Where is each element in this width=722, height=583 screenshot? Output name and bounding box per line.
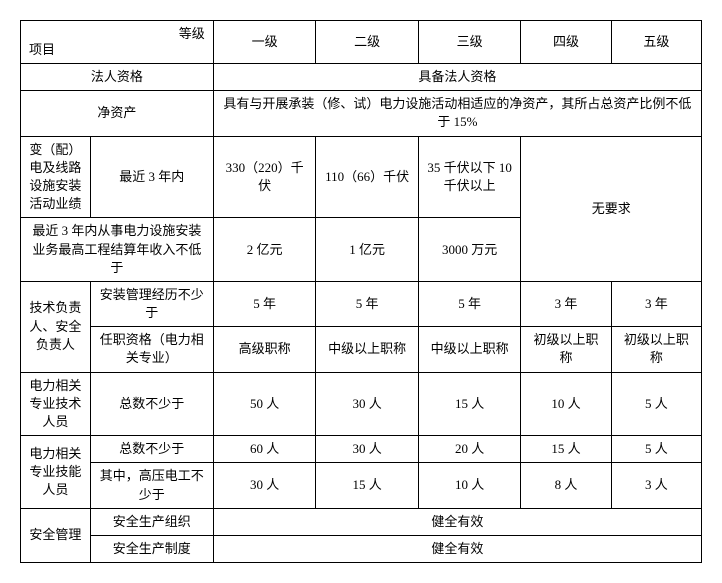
performance-sub-label: 最近 3 年内 bbox=[90, 136, 213, 218]
tech-staff-group-label: 电力相关专业技术人员 bbox=[21, 372, 91, 436]
performance-row: 变（配）电及线路设施安装活动业绩 最近 3 年内 330（220）千伏 110（… bbox=[21, 136, 702, 218]
tech-lead-exp-row: 技术负责人、安全负责人 安装管理经历不少于 5 年 5 年 5 年 3 年 3 … bbox=[21, 281, 702, 326]
tech-lead-exp-lv5: 3 年 bbox=[611, 281, 701, 326]
header-row: 等级 项目 一级 二级 三级 四级 五级 bbox=[21, 21, 702, 64]
skill-staff-hv-lv3: 10 人 bbox=[418, 463, 521, 508]
safety-org-row: 安全管理 安全生产组织 健全有效 bbox=[21, 508, 702, 535]
header-corner: 等级 项目 bbox=[21, 21, 214, 64]
net-assets-row: 净资产 具有与开展承装（修、试）电力设施活动相适应的净资产，其所占总资产比例不低… bbox=[21, 91, 702, 136]
skill-staff-total-lv4: 15 人 bbox=[521, 436, 611, 463]
net-assets-value: 具有与开展承装（修、试）电力设施活动相适应的净资产，其所占总资产比例不低于 15… bbox=[213, 91, 701, 136]
tech-lead-title-lv1: 高级职称 bbox=[213, 327, 316, 372]
header-level-4: 四级 bbox=[521, 21, 611, 64]
legal-label: 法人资格 bbox=[21, 64, 214, 91]
safety-org-label: 安全生产组织 bbox=[90, 508, 213, 535]
skill-staff-total-lv2: 30 人 bbox=[316, 436, 419, 463]
tech-lead-title-lv4: 初级以上职称 bbox=[521, 327, 611, 372]
skill-staff-hv-lv5: 3 人 bbox=[611, 463, 701, 508]
header-level-5: 五级 bbox=[611, 21, 701, 64]
performance-group-label: 变（配）电及线路设施安装活动业绩 bbox=[21, 136, 91, 218]
safety-group-label: 安全管理 bbox=[21, 508, 91, 562]
skill-staff-total-lv5: 5 人 bbox=[611, 436, 701, 463]
tech-lead-title-lv2: 中级以上职称 bbox=[316, 327, 419, 372]
header-project-label: 项目 bbox=[29, 41, 55, 59]
performance-lv1: 330（220）千伏 bbox=[213, 136, 316, 218]
tech-lead-group-label: 技术负责人、安全负责人 bbox=[21, 281, 91, 372]
net-assets-label: 净资产 bbox=[21, 91, 214, 136]
skill-staff-total-lv3: 20 人 bbox=[418, 436, 521, 463]
tech-lead-title-lv5: 初级以上职称 bbox=[611, 327, 701, 372]
legal-row: 法人资格 具备法人资格 bbox=[21, 64, 702, 91]
qualification-table: 等级 项目 一级 二级 三级 四级 五级 法人资格 具备法人资格 净资产 具有与… bbox=[20, 20, 702, 563]
skill-staff-hv-row: 其中，高压电工不少于 30 人 15 人 10 人 8 人 3 人 bbox=[21, 463, 702, 508]
revenue-lv2: 1 亿元 bbox=[316, 218, 419, 282]
tech-lead-exp-label: 安装管理经历不少于 bbox=[90, 281, 213, 326]
skill-staff-hv-label: 其中，高压电工不少于 bbox=[90, 463, 213, 508]
tech-lead-exp-lv1: 5 年 bbox=[213, 281, 316, 326]
tech-lead-title-lv3: 中级以上职称 bbox=[418, 327, 521, 372]
safety-sys-label: 安全生产制度 bbox=[90, 535, 213, 562]
tech-staff-lv5: 5 人 bbox=[611, 372, 701, 436]
safety-sys-row: 安全生产制度 健全有效 bbox=[21, 535, 702, 562]
skill-staff-total-row: 电力相关专业技能人员 总数不少于 60 人 30 人 20 人 15 人 5 人 bbox=[21, 436, 702, 463]
header-level-label: 等级 bbox=[179, 25, 205, 43]
performance-lv2: 110（66）千伏 bbox=[316, 136, 419, 218]
performance-no-req: 无要求 bbox=[521, 136, 702, 281]
performance-lv3: 35 千伏以下 10 千伏以上 bbox=[418, 136, 521, 218]
tech-lead-title-label: 任职资格（电力相关专业） bbox=[90, 327, 213, 372]
revenue-lv1: 2 亿元 bbox=[213, 218, 316, 282]
header-level-2: 二级 bbox=[316, 21, 419, 64]
tech-staff-row: 电力相关专业技术人员 总数不少于 50 人 30 人 15 人 10 人 5 人 bbox=[21, 372, 702, 436]
tech-lead-exp-lv2: 5 年 bbox=[316, 281, 419, 326]
safety-sys-value: 健全有效 bbox=[213, 535, 701, 562]
header-level-3: 三级 bbox=[418, 21, 521, 64]
skill-staff-total-lv1: 60 人 bbox=[213, 436, 316, 463]
tech-staff-lv1: 50 人 bbox=[213, 372, 316, 436]
revenue-label: 最近 3 年内从事电力设施安装业务最高工程结算年收入不低于 bbox=[21, 218, 214, 282]
skill-staff-hv-lv2: 15 人 bbox=[316, 463, 419, 508]
tech-staff-lv4: 10 人 bbox=[521, 372, 611, 436]
tech-staff-lv2: 30 人 bbox=[316, 372, 419, 436]
tech-lead-exp-lv4: 3 年 bbox=[521, 281, 611, 326]
safety-org-value: 健全有效 bbox=[213, 508, 701, 535]
tech-lead-exp-lv3: 5 年 bbox=[418, 281, 521, 326]
skill-staff-hv-lv4: 8 人 bbox=[521, 463, 611, 508]
tech-staff-sub-label: 总数不少于 bbox=[90, 372, 213, 436]
skill-staff-total-label: 总数不少于 bbox=[90, 436, 213, 463]
skill-staff-hv-lv1: 30 人 bbox=[213, 463, 316, 508]
tech-lead-title-row: 任职资格（电力相关专业） 高级职称 中级以上职称 中级以上职称 初级以上职称 初… bbox=[21, 327, 702, 372]
revenue-lv3: 3000 万元 bbox=[418, 218, 521, 282]
header-level-1: 一级 bbox=[213, 21, 316, 64]
legal-value: 具备法人资格 bbox=[213, 64, 701, 91]
tech-staff-lv3: 15 人 bbox=[418, 372, 521, 436]
skill-staff-group-label: 电力相关专业技能人员 bbox=[21, 436, 91, 509]
